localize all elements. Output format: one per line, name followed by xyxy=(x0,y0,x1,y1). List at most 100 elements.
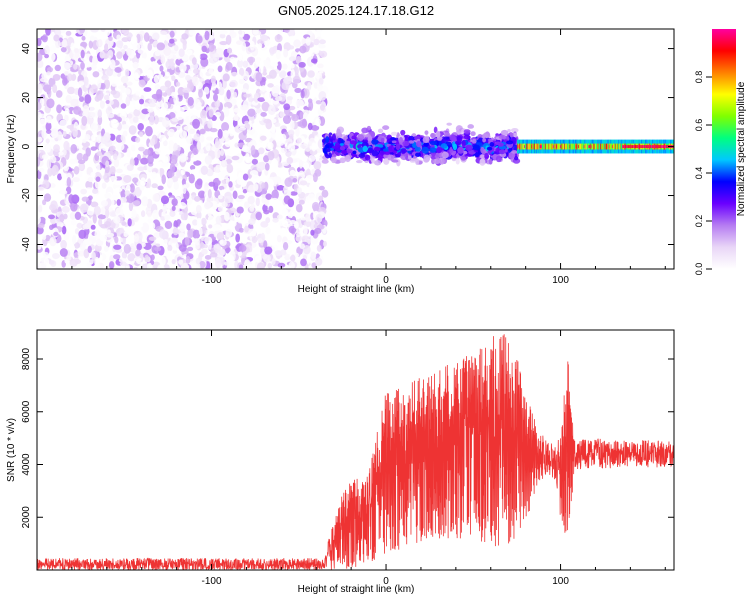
spectrogram-cell xyxy=(118,258,128,263)
spectrogram-cell xyxy=(608,143,610,150)
spectrogram-cell xyxy=(227,220,235,231)
spectrogram-cell xyxy=(153,232,161,238)
spectrogram-cell xyxy=(523,143,525,150)
spectrogram-cell xyxy=(553,145,555,149)
spectrogram-cell xyxy=(325,136,330,143)
spectrogram-cell xyxy=(199,68,206,78)
spectrogram-cell xyxy=(72,176,81,183)
spectrogram-cell xyxy=(115,40,124,48)
spectrogram-cell xyxy=(168,112,176,120)
spectrogram-cell xyxy=(153,115,159,125)
spectrogram-cell xyxy=(299,111,304,120)
spectrogram-cell xyxy=(292,75,301,84)
spectrogram-cell xyxy=(181,178,186,186)
spectrogram-cell xyxy=(296,232,301,238)
spectrogram-cell xyxy=(146,262,153,269)
spectrogram-cell xyxy=(415,152,421,157)
spectrogram-cell xyxy=(113,158,120,168)
spectrogram-cell xyxy=(108,175,118,182)
spectrogram-cell xyxy=(553,143,556,150)
spectrogram-cell xyxy=(569,145,571,149)
spectrogram-cell xyxy=(247,184,256,193)
spectrogram-cell xyxy=(251,158,258,165)
spectrogram-cell xyxy=(414,146,421,152)
spectrogram-cell xyxy=(59,189,68,195)
spectrogram-cell xyxy=(113,254,121,260)
spectrogram-cell xyxy=(84,134,91,141)
spectrogram-cell xyxy=(125,211,133,217)
spectrogram-cell xyxy=(86,262,92,268)
spectrogram-y-tick-label: 20 xyxy=(21,92,32,104)
spectrogram-cell xyxy=(265,119,273,130)
spectrogram-cell xyxy=(178,48,185,58)
spectrogram-cell xyxy=(41,128,47,139)
spectrogram-cell xyxy=(238,30,243,35)
spectrogram-cell xyxy=(316,244,322,252)
spectrogram-cell xyxy=(46,98,55,109)
spectrogram-cell xyxy=(124,68,130,77)
spectrogram-cell xyxy=(308,182,316,192)
spectrogram-cell xyxy=(268,69,277,79)
spectrogram-cell xyxy=(589,143,592,150)
spectrogram-cell xyxy=(165,71,170,77)
spectrogram-cell xyxy=(161,174,166,185)
spectrogram-cell xyxy=(141,242,146,248)
spectrogram-cell xyxy=(400,148,408,154)
spectrogram-cell xyxy=(55,90,63,98)
spectrogram-cell xyxy=(188,29,196,36)
spectrogram-cell xyxy=(149,138,156,146)
spectrogram-cell xyxy=(318,77,324,85)
spectrogram-cell xyxy=(235,74,242,80)
spectrogram-cell xyxy=(609,143,612,150)
spectrogram-cell xyxy=(185,74,191,81)
spectrogram-cell xyxy=(116,236,124,244)
spectrogram-cell xyxy=(159,65,164,72)
spectrogram-cell xyxy=(313,38,320,46)
spectrogram-cell xyxy=(169,38,175,44)
spectrogram-cell xyxy=(169,237,179,244)
spectrogram-cell xyxy=(179,130,188,139)
spectrogram-cell xyxy=(80,61,85,70)
spectrogram-cell xyxy=(507,128,511,133)
spectrogram-cell xyxy=(159,85,168,92)
spectrogram-cell xyxy=(219,33,226,39)
snr-y-axis-label: SNR (10 * v/v) xyxy=(6,418,17,482)
spectrogram-cell xyxy=(220,159,228,168)
spectrogram-cell xyxy=(218,87,225,96)
spectrogram-cell xyxy=(520,143,523,150)
spectrogram-cell xyxy=(251,235,258,244)
spectrogram-cell xyxy=(120,75,129,84)
spectrogram-cell xyxy=(95,90,104,101)
spectrogram-cell xyxy=(221,121,230,132)
spectrogram-cell xyxy=(587,143,590,150)
spectrogram-cell xyxy=(111,82,117,87)
spectrogram-cell xyxy=(215,215,222,225)
spectrogram-cell xyxy=(244,225,249,233)
spectrogram-cell xyxy=(226,163,234,174)
spectrogram-cell xyxy=(263,209,270,215)
spectrogram-cell xyxy=(371,139,379,145)
spectrogram-cell xyxy=(126,164,134,171)
spectrogram-cell xyxy=(45,29,51,36)
spectrogram-cell xyxy=(46,115,52,124)
spectrogram-cell xyxy=(92,71,100,78)
spectrogram-cell xyxy=(298,199,305,205)
spectrogram-cell xyxy=(105,160,110,168)
spectrogram-cell xyxy=(238,126,247,131)
spectrogram-cell xyxy=(646,145,648,149)
spectrogram-cell xyxy=(109,145,116,151)
spectrogram-cell xyxy=(66,124,75,130)
spectrogram-cell xyxy=(132,116,139,123)
spectrogram-cell xyxy=(242,188,248,194)
spectrogram-cell xyxy=(307,122,313,131)
spectrogram-cell xyxy=(465,144,473,152)
spectrogram-cell xyxy=(319,67,324,74)
spectrogram-cell xyxy=(196,51,201,61)
spectrogram-cell xyxy=(165,33,171,42)
spectrogram-cell xyxy=(123,231,129,238)
spectrogram-cell xyxy=(172,227,179,236)
spectrogram-cell xyxy=(62,77,68,86)
spectrogram-cell xyxy=(153,62,159,71)
spectrogram-cell xyxy=(76,152,84,161)
snr-marks xyxy=(37,334,674,570)
